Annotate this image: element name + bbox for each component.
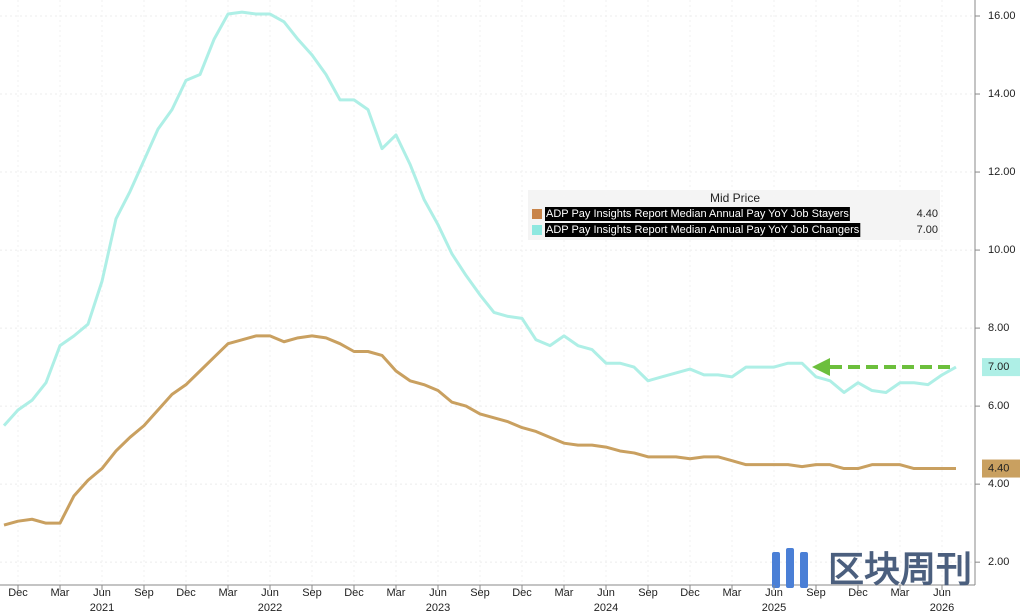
x-tick-label: Dec	[344, 587, 364, 599]
legend: Mid Price ADP Pay Insights Report Median…	[528, 190, 940, 240]
last-value-box	[982, 459, 1020, 478]
y-tick-label: 6.00	[988, 400, 1009, 412]
watermark-text: 区块周刊	[828, 549, 972, 590]
y-tick-label: 8.00	[988, 322, 1009, 334]
legend-label-bg	[545, 223, 861, 237]
y-tick-label: 16.00	[988, 10, 1016, 22]
last-value-label: 7.00	[988, 361, 1009, 373]
y-tick-label: 10.00	[988, 244, 1016, 256]
legend-label-bg	[545, 207, 850, 221]
logo-bar	[800, 552, 808, 588]
x-tick-label: Sep	[638, 587, 658, 599]
legend-swatch	[532, 209, 542, 219]
x-tick-label: Dec	[8, 587, 28, 599]
watermark: 区块周刊	[772, 548, 972, 590]
x-tick-label: Jun	[933, 587, 951, 599]
legend-value: 4.40	[917, 208, 938, 220]
arrow-head	[812, 358, 830, 376]
x-tick-label: Jun	[765, 587, 783, 599]
x-tick-label: Dec	[680, 587, 700, 599]
x-tick-label: Mar	[891, 587, 910, 599]
x-year-label: 2021	[90, 602, 114, 614]
series-line	[2, 10, 957, 427]
y-tick-label: 14.00	[988, 88, 1016, 100]
legend-value: 7.00	[917, 224, 938, 236]
x-year-label: 2024	[594, 602, 618, 614]
last-value-box	[982, 358, 1020, 377]
x-tick-label: Jun	[261, 587, 279, 599]
x-tick-label: Mar	[51, 587, 70, 599]
x-tick-label: Sep	[302, 587, 322, 599]
x-tick-label: Jun	[429, 587, 447, 599]
y-tick-label: 12.00	[988, 166, 1016, 178]
y-tick-label: 4.00	[988, 478, 1009, 490]
x-year-label: 2023	[426, 602, 450, 614]
x-tick-label: Jun	[597, 587, 615, 599]
x-tick-label: Dec	[176, 587, 196, 599]
plot-area	[0, 0, 975, 585]
x-tick-label: Dec	[512, 587, 532, 599]
x-tick-label: Sep	[806, 587, 826, 599]
series-line	[3, 334, 956, 527]
logo-bar	[772, 552, 780, 588]
x-tick-label: Sep	[470, 587, 490, 599]
x-tick-label: Mar	[723, 587, 742, 599]
legend-title: Mid Price	[710, 191, 760, 205]
x-year-label: 2022	[258, 602, 282, 614]
logo-bar	[786, 548, 794, 588]
legend-swatch	[532, 225, 542, 235]
y-tick-label: 2.00	[988, 556, 1009, 568]
legend-label: ADP Pay Insights Report Median Annual Pa…	[546, 224, 860, 236]
last-value-label: 4.40	[988, 462, 1009, 474]
x-year-label: 2026	[930, 602, 954, 614]
x-tick-label: Mar	[555, 587, 574, 599]
arrow-annotation	[812, 358, 950, 376]
x-tick-label: Mar	[219, 587, 238, 599]
x-tick-label: Jun	[93, 587, 111, 599]
x-tick-label: Dec	[848, 587, 868, 599]
x-tick-label: Sep	[134, 587, 154, 599]
legend-label: ADP Pay Insights Report Median Annual Pa…	[546, 208, 849, 220]
x-tick-label: Mar	[387, 587, 406, 599]
x-year-label: 2025	[762, 602, 786, 614]
